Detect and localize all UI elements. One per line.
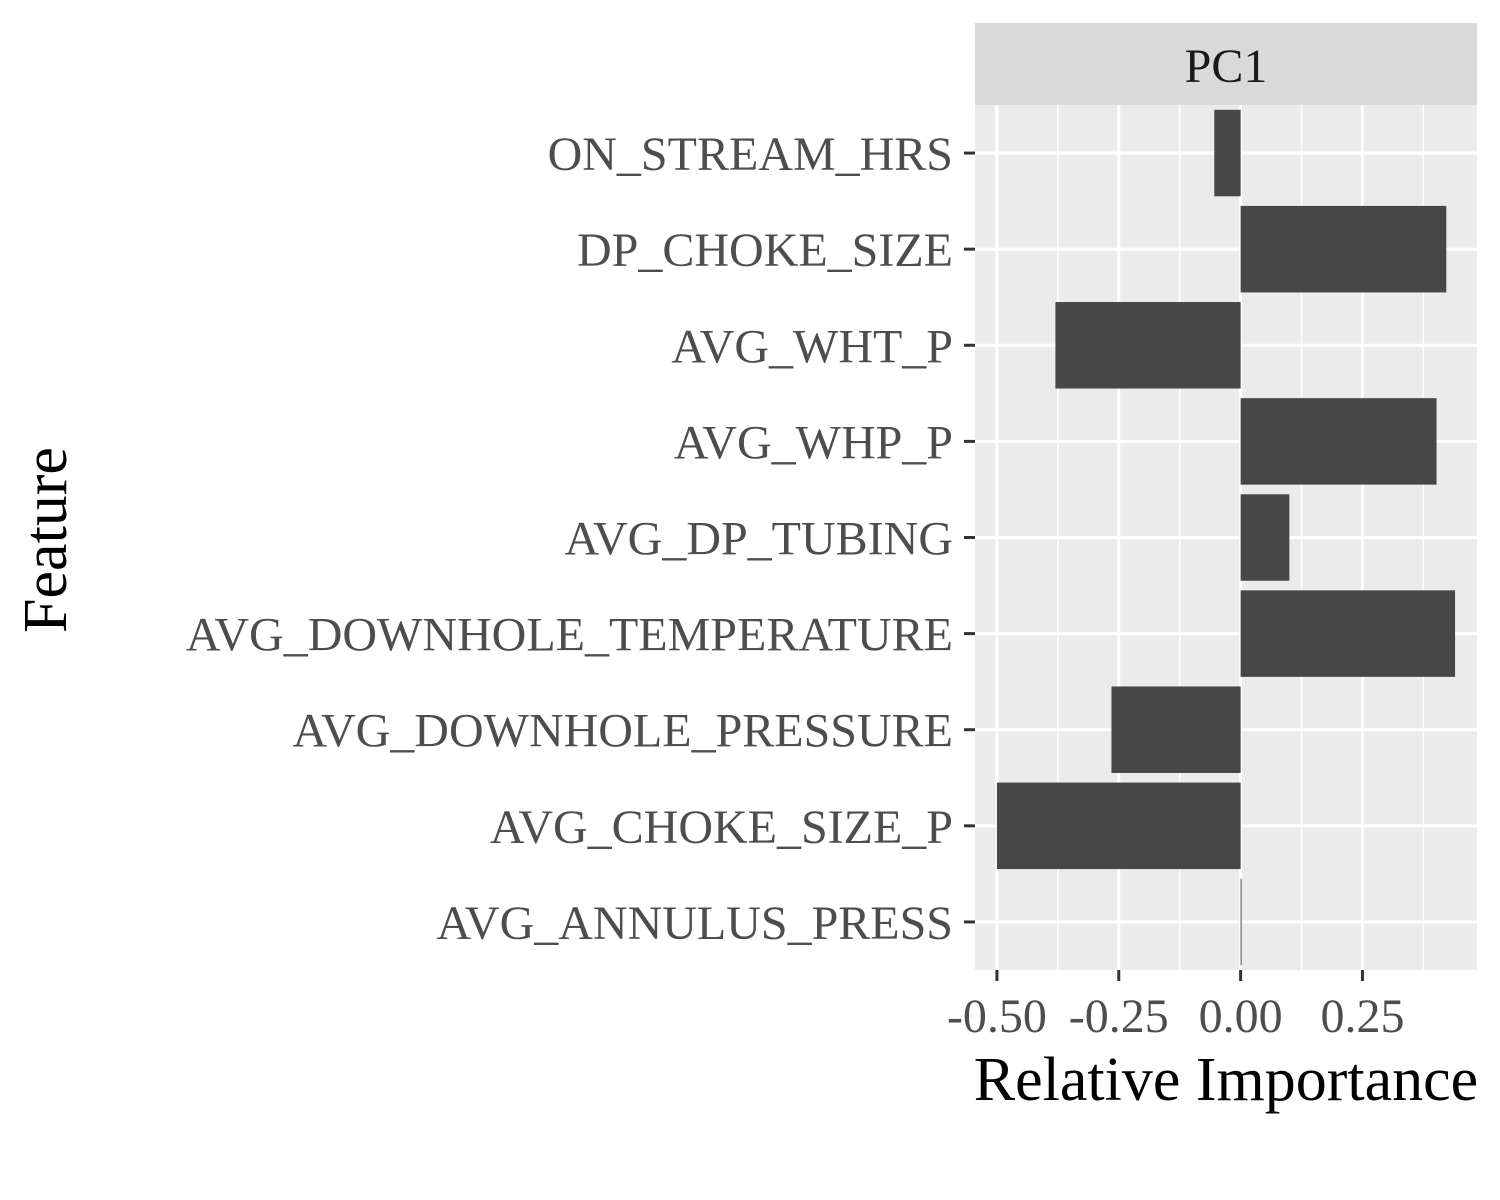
bar-on-stream-hrs xyxy=(1214,109,1241,197)
y-tick-label: AVG_DOWNHOLE_TEMPERATURE xyxy=(186,609,953,662)
bars xyxy=(996,109,1456,966)
bar-avg-whp-p xyxy=(1240,398,1437,485)
y-tick-label: AVG_DOWNHOLE_PRESSURE xyxy=(293,705,954,758)
y-tick-label: AVG_CHOKE_SIZE_P xyxy=(490,801,953,854)
x-tick-label: 0.25 xyxy=(1320,990,1404,1043)
facet-strip xyxy=(975,23,1477,105)
y-tick-label: AVG_DP_TUBING xyxy=(565,513,953,566)
y-tick-label: AVG_WHT_P xyxy=(671,320,953,373)
bar-dp-choke-size xyxy=(1240,205,1447,293)
x-tick-label: -0.25 xyxy=(1069,990,1169,1043)
x-axis: -0.50 -0.25 0.00 0.25 xyxy=(947,970,1404,1043)
x-tick-label: -0.50 xyxy=(947,990,1047,1043)
bar-avg-choke-size-p xyxy=(996,782,1241,870)
bar-avg-downhole-temperature xyxy=(1240,590,1456,677)
y-tick-label: AVG_WHP_P xyxy=(674,416,953,469)
bar-avg-annulus-press xyxy=(1240,878,1242,966)
x-tick-label: 0.00 xyxy=(1199,990,1283,1043)
y-tick-label: ON_STREAM_HRS xyxy=(548,128,953,181)
y-tick-label: AVG_ANNULUS_PRESS xyxy=(436,897,953,950)
bar-avg-wht-p xyxy=(1055,302,1241,389)
y-axis-title: Feature xyxy=(12,447,80,633)
y-axis: ON_STREAM_HRS DP_CHOKE_SIZE AVG_WHT_P AVG_W… xyxy=(186,128,975,950)
y-tick-label: DP_CHOKE_SIZE xyxy=(577,224,953,277)
bar-avg-downhole-pressure xyxy=(1111,686,1241,773)
bar-avg-dp-tubing xyxy=(1240,494,1290,581)
x-axis-title: Relative Importance xyxy=(974,1046,1478,1114)
facet-strip-label: PC1 xyxy=(1185,40,1268,93)
